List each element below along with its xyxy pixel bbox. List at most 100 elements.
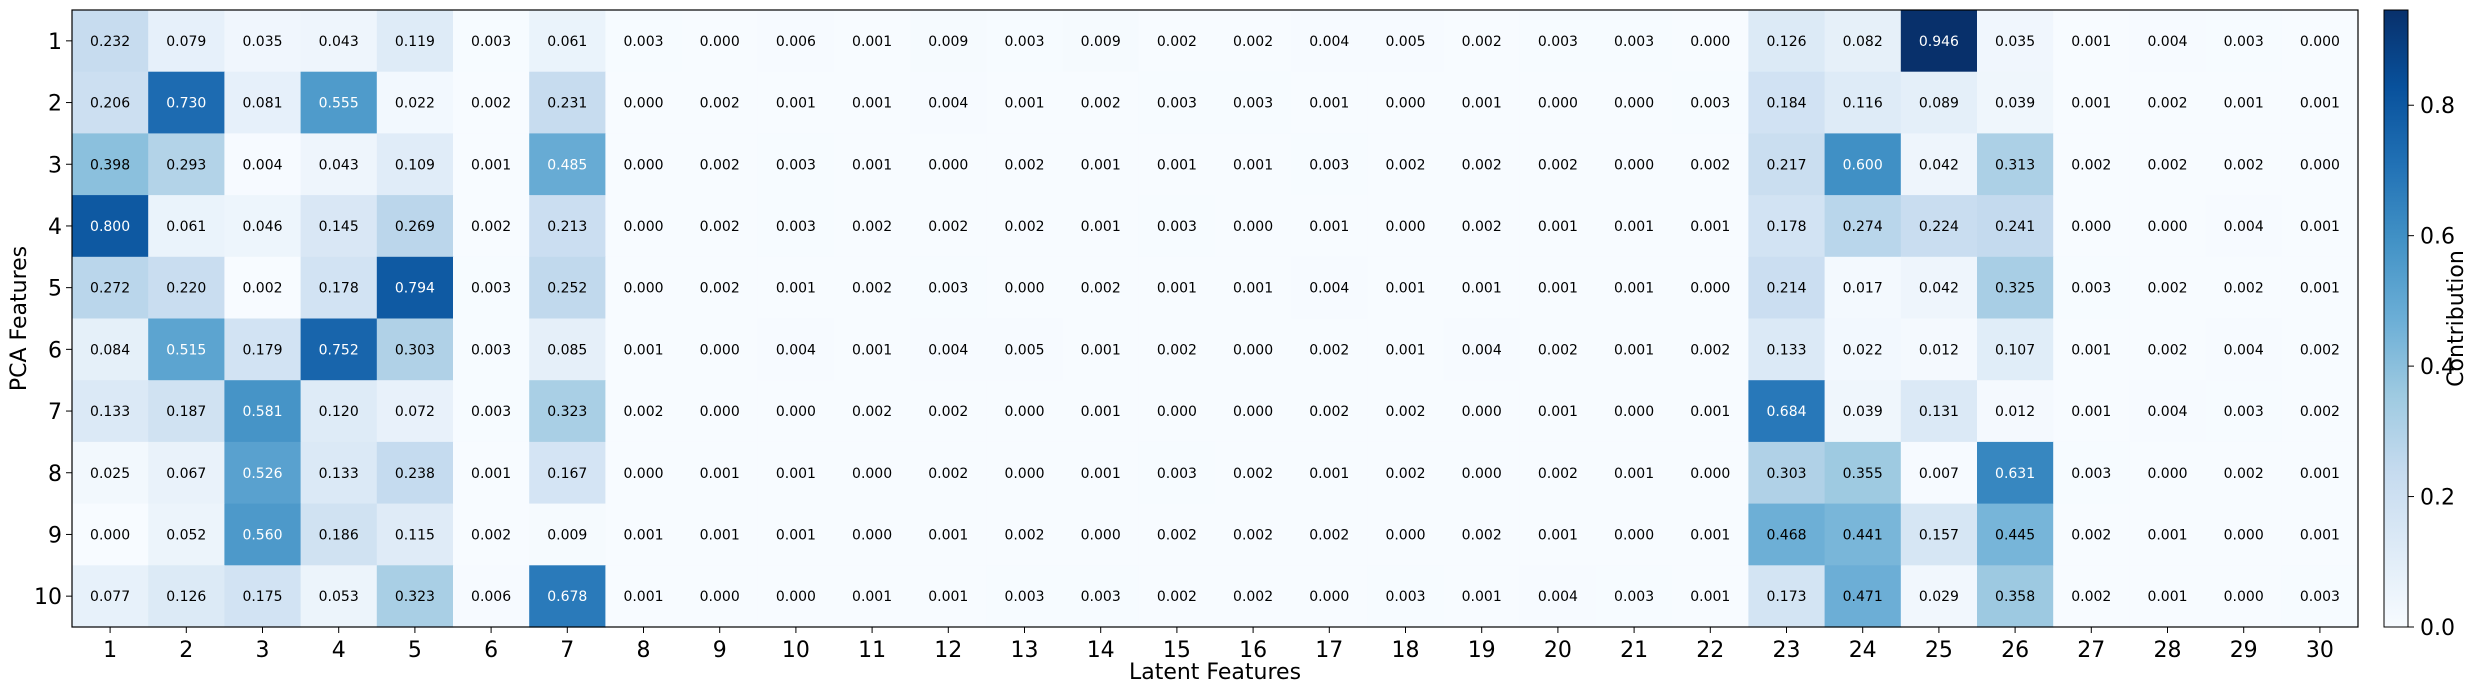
heatmap-cell [1519, 133, 1597, 196]
heatmap-cell [2053, 195, 2130, 258]
heatmap-cell [1672, 565, 1749, 628]
cell-value-label: 0.303 [395, 342, 435, 358]
cell-value-label: 0.002 [2224, 281, 2264, 297]
heatmap-cell [1748, 318, 1826, 381]
x-tick-label: 8 [637, 638, 651, 663]
heatmap-cell [757, 195, 835, 258]
x-tick-label: 17 [1315, 638, 1343, 663]
heatmap-cell [1138, 10, 1216, 73]
heatmap-cell [834, 380, 911, 443]
heatmap-cell [1900, 380, 1978, 443]
heatmap-cell [148, 565, 225, 628]
cell-value-label: 0.081 [242, 96, 282, 112]
heatmap-cell [986, 71, 1064, 134]
heatmap-cell [1519, 10, 1597, 73]
heatmap-cell [1138, 565, 1216, 628]
cell-value-label: 0.009 [547, 527, 587, 543]
heatmap-cell [1519, 441, 1597, 505]
cell-value-label: 0.730 [166, 96, 206, 112]
heatmap-cell [681, 380, 759, 443]
cell-value-label: 0.002 [700, 219, 740, 235]
heatmap-cell [605, 10, 683, 73]
cell-value-label: 0.006 [776, 34, 816, 50]
heatmap-cell [1062, 318, 1140, 381]
cell-value-label: 0.003 [1157, 219, 1197, 235]
cell-value-label: 0.002 [1309, 404, 1349, 420]
heatmap-cell [681, 10, 759, 73]
heatmap-cell [72, 380, 149, 443]
heatmap-cell [757, 71, 835, 134]
heatmap-cell [834, 565, 911, 628]
heatmap-cell [72, 441, 149, 505]
cell-value-label: 0.002 [2300, 342, 2340, 358]
cell-value-label: 0.001 [1385, 281, 1425, 297]
cell-value-label: 0.001 [1538, 281, 1578, 297]
heatmap-cell [986, 195, 1064, 258]
cell-value-label: 0.274 [1843, 219, 1883, 235]
heatmap-cell [1291, 256, 1368, 320]
cell-value-label: 0.220 [166, 281, 206, 297]
heatmap-cell [1138, 256, 1216, 320]
cell-value-label: 0.002 [1538, 342, 1578, 358]
heatmap-cell [681, 318, 759, 381]
heatmap-cell [1672, 503, 1749, 566]
cell-value-label: 0.000 [623, 219, 663, 235]
colorbar-label: Contribution [2444, 250, 2469, 387]
heatmap-cell [453, 503, 530, 566]
cell-value-label: 0.581 [242, 404, 282, 420]
cell-value-label: 0.002 [852, 404, 892, 420]
heatmap-cell [1443, 380, 1521, 443]
heatmap-cell [224, 380, 302, 443]
cell-value-label: 0.794 [395, 281, 435, 297]
cell-value-label: 0.684 [1766, 404, 1806, 420]
cell-value-label: 0.003 [623, 34, 663, 50]
x-tick-label: 24 [1849, 638, 1877, 663]
heatmap-cell [2053, 10, 2130, 73]
x-tick-label: 3 [256, 638, 270, 663]
cell-value-label: 0.004 [2147, 34, 2187, 50]
heatmap-cell [910, 503, 987, 566]
heatmap-cell [1443, 256, 1521, 320]
cell-value-label: 0.001 [471, 466, 511, 482]
cell-value-label: 0.001 [1309, 96, 1349, 112]
heatmap-cell [681, 565, 759, 628]
cell-value-label: 0.217 [1766, 157, 1806, 173]
cell-value-label: 0.000 [852, 527, 892, 543]
heatmap-cell [529, 256, 606, 320]
cell-value-label: 0.515 [166, 342, 206, 358]
cell-value-label: 0.002 [1233, 527, 1273, 543]
cell-value-label: 0.238 [395, 466, 435, 482]
cell-value-label: 0.003 [928, 281, 968, 297]
heatmap-cell [453, 71, 530, 134]
cell-value-label: 0.179 [242, 342, 282, 358]
heatmap-cell [1138, 195, 1216, 258]
cell-value-label: 0.002 [1004, 157, 1044, 173]
x-tick-label: 23 [1773, 638, 1801, 663]
heatmap-cell [1977, 318, 2054, 381]
heatmap-cell [2205, 256, 2283, 320]
y-tick-label: 7 [48, 400, 62, 425]
heatmap-cell [1596, 10, 1673, 73]
cell-value-label: 0.600 [1843, 157, 1883, 173]
heatmap-cell [681, 503, 759, 566]
cell-value-label: 0.003 [471, 34, 511, 50]
heatmap-cell [453, 441, 530, 505]
cell-value-label: 0.002 [242, 281, 282, 297]
cell-value-label: 0.001 [1538, 219, 1578, 235]
cell-value-label: 0.001 [1081, 219, 1121, 235]
cell-value-label: 0.000 [623, 157, 663, 173]
cell-value-label: 0.002 [1081, 96, 1121, 112]
cell-value-label: 0.001 [2300, 466, 2340, 482]
cell-value-label: 0.002 [852, 281, 892, 297]
cell-value-label: 0.003 [1081, 589, 1121, 605]
cell-value-label: 0.001 [1157, 281, 1197, 297]
heatmap-cell [986, 565, 1064, 628]
heatmap-cell [2281, 133, 2359, 196]
cell-value-label: 0.206 [90, 96, 130, 112]
cell-value-label: 0.003 [1614, 34, 1654, 50]
heatmap-cell [1596, 565, 1673, 628]
cell-value-label: 0.077 [90, 589, 130, 605]
cell-value-label: 0.001 [1462, 589, 1502, 605]
heatmap-cell [605, 441, 683, 505]
cell-value-label: 0.001 [1690, 404, 1730, 420]
